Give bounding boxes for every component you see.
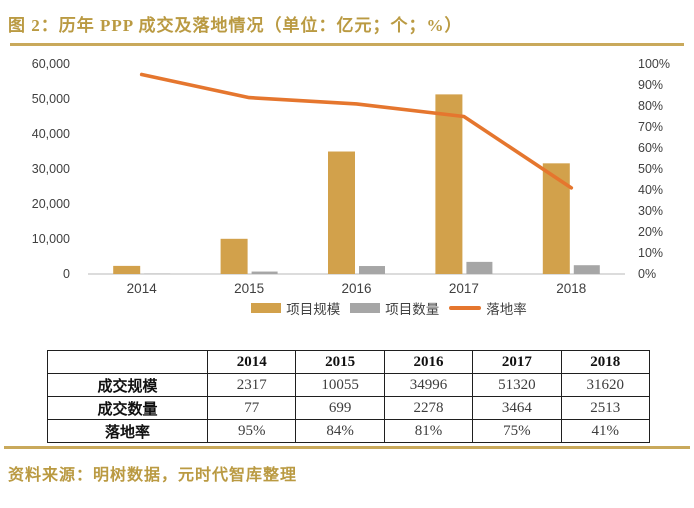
table-cell: 81% xyxy=(383,419,474,443)
table-row: 落地率 95% 84% 81% 75% 41% xyxy=(47,419,651,443)
chart-legend: 项目规模 项目数量 落地率 xyxy=(42,298,694,318)
table-cell: 77 xyxy=(206,396,297,420)
figure-title: 图 2：历年 PPP 成交及落地情况（单位：亿元；个；%） xyxy=(8,16,463,35)
table-year-header: 2015 xyxy=(295,350,385,374)
left-axis-tick-label: 30,000 xyxy=(32,162,70,176)
bar-swatch-gold-icon xyxy=(251,303,282,313)
bar-count-2015 xyxy=(251,271,278,274)
left-axis-tick-label: 10,000 xyxy=(32,232,70,246)
table-year-header: 2018 xyxy=(560,350,651,374)
line-swatch-orange-icon xyxy=(449,306,482,310)
table-row-label: 落地率 xyxy=(47,419,208,443)
table-cell: 699 xyxy=(295,396,385,420)
x-axis-label: 2018 xyxy=(556,281,586,296)
data-table: 2014 2015 2016 2017 2018 成交规模 2317 10055 34996 5… xyxy=(47,350,651,443)
right-axis-tick-label: 0% xyxy=(638,267,656,281)
title-divider xyxy=(10,43,684,46)
legend-label-landing-rate: 落地率 xyxy=(486,302,527,317)
bar-count-2017 xyxy=(466,261,493,274)
table-cell: 2513 xyxy=(560,396,651,420)
table-cell: 41% xyxy=(560,419,651,443)
table-cell: 2278 xyxy=(383,396,474,420)
table-year-header: 2016 xyxy=(383,350,474,374)
table-cell: 2317 xyxy=(206,373,297,397)
right-axis-tick-label: 80% xyxy=(638,99,663,113)
table-cell: 95% xyxy=(206,419,297,443)
table-year-header: 2017 xyxy=(472,350,562,374)
right-axis-tick-label: 70% xyxy=(638,120,663,134)
landing-rate-line xyxy=(139,72,574,190)
x-axis-label: 2016 xyxy=(341,281,371,296)
left-axis-tick-label: 40,000 xyxy=(32,127,70,141)
table-cell: 34996 xyxy=(383,373,474,397)
chart-canvas: 0 10,000 20,000 30,000 40,000 50,000 60,000 0% 1… xyxy=(32,57,670,296)
table-header-row: 2014 2015 2016 2017 2018 xyxy=(47,350,651,374)
bar-scale-2014 xyxy=(113,265,141,274)
right-axis-tick-label: 90% xyxy=(638,78,663,92)
table-corner-cell xyxy=(47,350,208,374)
bar-swatch-gray-icon xyxy=(350,303,381,313)
table-cell: 51320 xyxy=(472,373,562,397)
legend-item-project-scale: 项目规模 xyxy=(251,298,340,318)
x-axis-label: 2015 xyxy=(234,281,264,296)
table-cell: 10055 xyxy=(295,373,385,397)
right-axis-tick-label: 100% xyxy=(638,57,670,71)
ppp-combo-chart: 0 10,000 20,000 30,000 40,000 50,000 60,000 0% 1… xyxy=(0,46,694,318)
table-row-label: 成交规模 xyxy=(47,373,208,397)
right-axis-tick-label: 10% xyxy=(638,246,663,260)
bar-scale-2017 xyxy=(435,94,463,274)
table-row: 成交数量 77 699 2278 3464 2513 xyxy=(47,396,651,420)
bar-count-2016 xyxy=(359,266,385,274)
right-axis-tick-label: 30% xyxy=(638,204,663,218)
right-axis-tick-label: 20% xyxy=(638,225,663,239)
right-axis-tick-label: 40% xyxy=(638,183,663,197)
left-axis-tick-label: 20,000 xyxy=(32,197,70,211)
table-cell: 75% xyxy=(472,419,562,443)
bar-scale-2015 xyxy=(220,238,248,274)
table-row-label: 成交数量 xyxy=(47,396,208,420)
legend-item-landing-rate: 落地率 xyxy=(449,298,527,318)
table-cell: 31620 xyxy=(560,373,651,397)
table-cell: 84% xyxy=(295,419,385,443)
legend-label-project-scale: 项目规模 xyxy=(286,302,341,317)
table-divider xyxy=(4,446,690,449)
right-axis-tick-label: 60% xyxy=(638,141,663,155)
left-axis-tick-label: 0 xyxy=(63,267,70,281)
table-row: 成交规模 2317 10055 34996 51320 31620 xyxy=(47,373,651,397)
source-note: 资料来源：明树数据，元时代智库整理 xyxy=(8,467,298,484)
table-cell: 3464 xyxy=(472,396,562,420)
right-axis-tick-label: 50% xyxy=(638,162,663,176)
bar-scale-2016 xyxy=(328,151,355,274)
bar-count-2018 xyxy=(573,265,600,274)
left-axis-tick-label: 60,000 xyxy=(32,57,70,71)
x-axis-label: 2014 xyxy=(127,281,158,296)
left-axis-tick-label: 50,000 xyxy=(32,92,70,106)
table-year-header: 2014 xyxy=(206,350,297,374)
legend-label-project-count: 项目数量 xyxy=(385,302,440,317)
legend-item-project-count: 项目数量 xyxy=(350,298,439,318)
x-axis-label: 2017 xyxy=(449,281,479,296)
